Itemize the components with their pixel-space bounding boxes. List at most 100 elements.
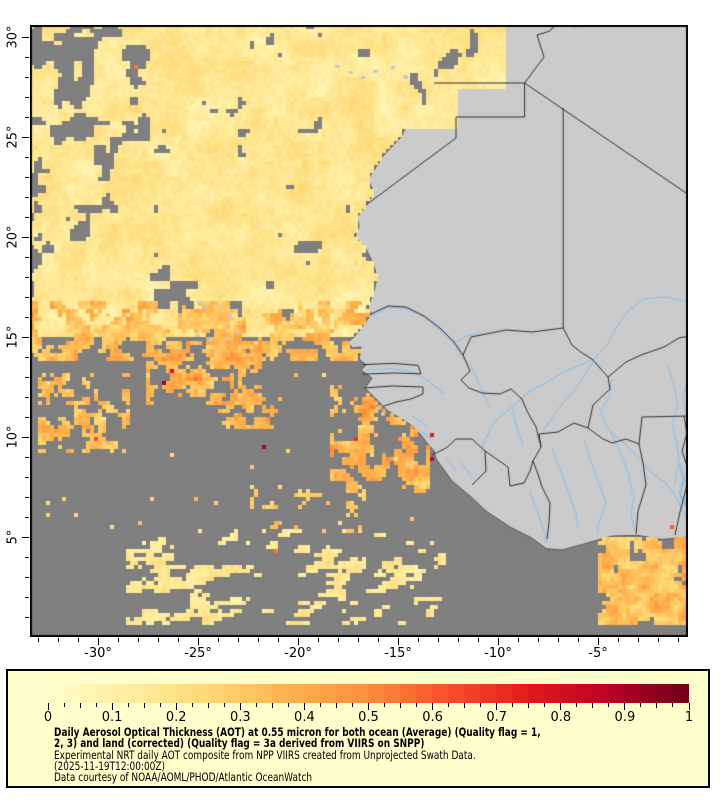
x-axis-major-tick (197, 638, 199, 645)
colorbar-tick (560, 703, 562, 710)
colorbar-tick (143, 703, 145, 708)
colorbar-tick (400, 703, 402, 708)
x-axis-major-tick (597, 638, 599, 645)
x-axis-minor-tick (537, 638, 539, 642)
y-axis-major-tick (22, 36, 29, 38)
colorbar-tick (351, 703, 353, 707)
colorbar-tick (640, 703, 642, 707)
colorbar-tick (287, 703, 289, 707)
colorbar-tick (624, 703, 626, 710)
y-axis-tick-label: 5° (5, 529, 21, 545)
y-axis-tick-label: 25° (5, 125, 21, 149)
colorbar-tick-label: 0.9 (614, 710, 636, 725)
x-axis-minor-tick (417, 638, 419, 642)
y-axis-minor-tick (25, 96, 29, 98)
y-axis-minor-tick (25, 396, 29, 398)
colorbar-tick (175, 703, 177, 710)
legend-title-line1: Daily Aerosol Optical Thickness (AOT) at… (54, 725, 541, 739)
x-axis-minor-tick (137, 638, 139, 642)
colorbar-tick (656, 703, 658, 708)
x-axis-minor-tick (117, 638, 119, 642)
x-axis-minor-tick (217, 638, 219, 642)
y-axis-minor-tick (25, 516, 29, 518)
y-axis-minor-tick (25, 76, 29, 78)
colorbar-tick (335, 703, 337, 708)
colorbar-tick (111, 703, 113, 710)
x-axis-minor-tick (677, 638, 679, 642)
y-axis-minor-tick (25, 296, 29, 298)
x-axis-minor-tick (617, 638, 619, 642)
colorbar-tick (239, 703, 241, 710)
x-axis-minor-tick (277, 638, 279, 642)
x-axis-minor-tick (457, 638, 459, 642)
x-axis-tick-label: -15° (384, 646, 412, 661)
legend-credit: Data courtesy of NOAA/AOML/PHOD/Atlantic… (54, 770, 313, 784)
y-axis-minor-tick (25, 216, 29, 218)
aot-map-canvas (30, 25, 688, 637)
y-axis-major-tick (22, 436, 29, 438)
y-axis-major-tick (22, 136, 29, 138)
x-axis-minor-tick (577, 638, 579, 642)
x-axis-tick-label: -20° (284, 646, 312, 661)
colorbar-tick-label: 0 (43, 710, 53, 725)
colorbar-tick-label: 0.8 (550, 710, 572, 725)
x-axis-minor-tick (257, 638, 259, 642)
colorbar-tick (159, 703, 161, 707)
x-axis-minor-tick (157, 638, 159, 642)
legend-description: Experimental NRT daily AOT composite fro… (54, 748, 476, 762)
x-axis-major-tick (97, 638, 99, 645)
x-axis-minor-tick (657, 638, 659, 642)
colorbar-tick (512, 703, 514, 707)
colorbar-tick (688, 703, 690, 710)
colorbar-tick (416, 703, 418, 707)
y-axis-minor-tick (25, 356, 29, 358)
x-axis-major-tick (397, 638, 399, 645)
y-axis-minor-tick (25, 116, 29, 118)
x-axis-major-tick (297, 638, 299, 645)
y-axis-minor-tick (25, 596, 29, 598)
x-axis-tick-label: -25° (184, 646, 212, 661)
colorbar-tick (496, 703, 498, 710)
y-axis-minor-tick (25, 476, 29, 478)
legend-title-line2: 2, 3) and land (corrected) (Quality flag… (54, 736, 425, 750)
colorbar-tick (319, 703, 321, 707)
y-axis-major-tick (22, 336, 29, 338)
colorbar-tick (432, 703, 434, 710)
colorbar-tick (255, 703, 257, 707)
x-axis-minor-tick (517, 638, 519, 642)
x-axis-minor-tick (477, 638, 479, 642)
colorbar-tick (464, 703, 466, 708)
colorbar (48, 684, 689, 703)
colorbar-tick-label: 0.7 (486, 710, 508, 725)
colorbar-tick (127, 703, 129, 707)
y-axis-tick-label: 10° (5, 425, 21, 449)
colorbar-tick (448, 703, 450, 707)
x-axis-minor-tick (437, 638, 439, 642)
colorbar-tick (207, 703, 209, 708)
colorbar-tick (544, 703, 546, 707)
colorbar-tick-label: 0.4 (294, 710, 315, 725)
colorbar-tick (528, 703, 530, 708)
y-axis-minor-tick (25, 316, 29, 318)
x-axis-minor-tick (377, 638, 379, 642)
y-axis-minor-tick (25, 456, 29, 458)
y-axis-major-tick (22, 236, 29, 238)
y-axis-tick-label: 30° (5, 25, 21, 49)
y-axis-tick-label: 20° (5, 225, 21, 249)
colorbar-tick (592, 703, 594, 708)
y-axis-minor-tick (25, 256, 29, 258)
colorbar-tick (303, 703, 305, 710)
y-axis-minor-tick (25, 616, 29, 618)
x-axis-minor-tick (57, 638, 59, 642)
colorbar-tick (191, 703, 193, 707)
y-axis-minor-tick (25, 556, 29, 558)
colorbar-tick (368, 703, 369, 710)
y-axis-minor-tick (25, 196, 29, 198)
colorbar-tick (608, 703, 610, 707)
colorbar-tick (576, 703, 578, 707)
colorbar-tick (223, 703, 225, 707)
colorbar-tick (95, 703, 97, 707)
x-axis-tick-label: -5° (588, 646, 608, 661)
colorbar-tick (79, 703, 81, 708)
